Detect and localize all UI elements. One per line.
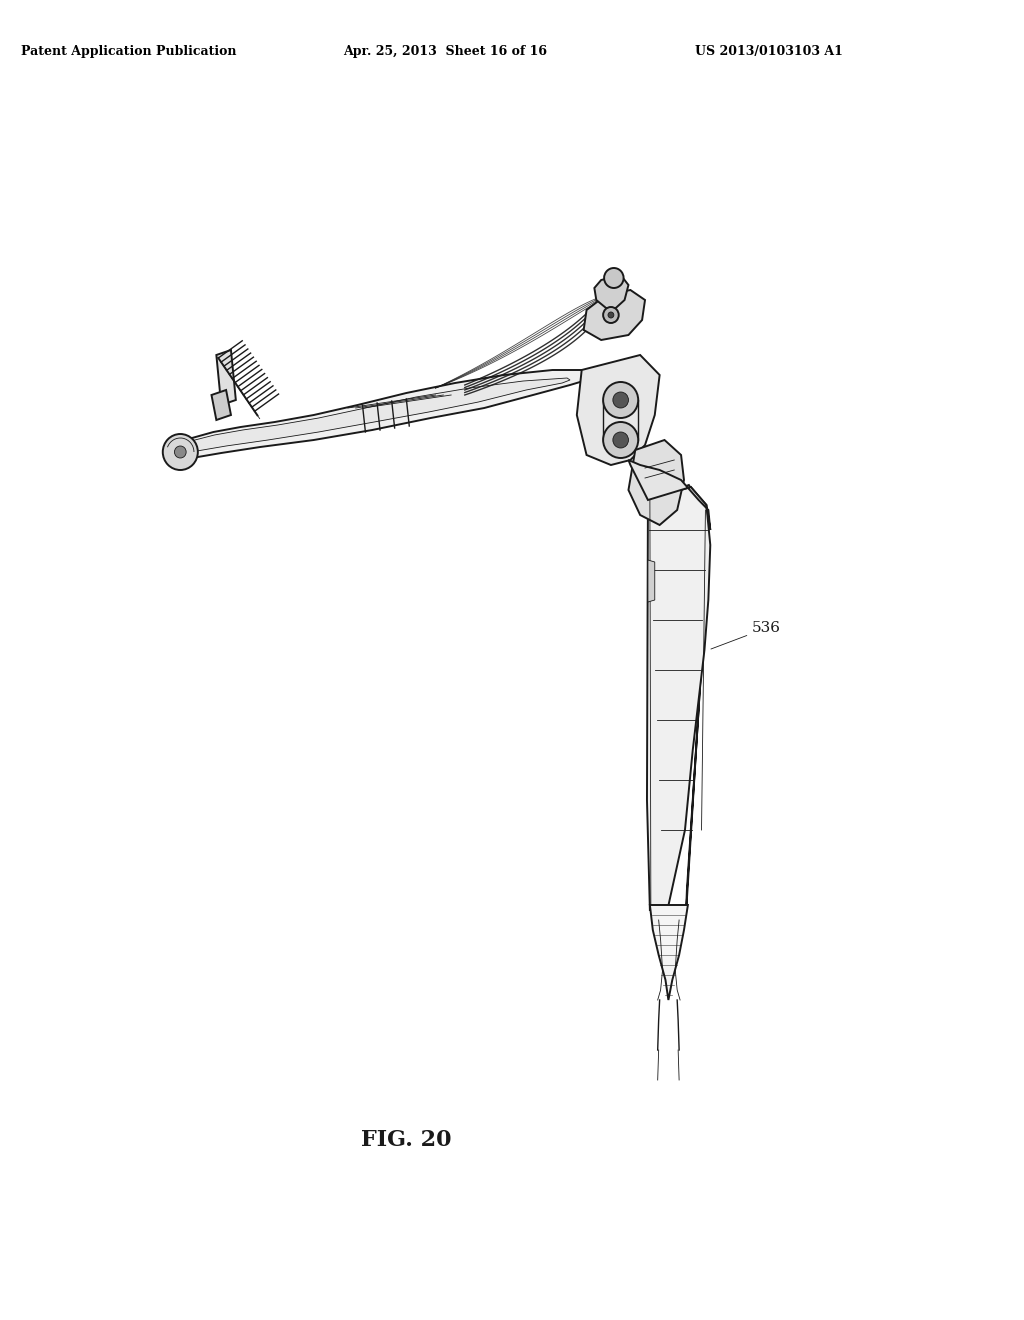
Polygon shape bbox=[650, 906, 688, 1001]
Text: US 2013/0103103 A1: US 2013/0103103 A1 bbox=[695, 45, 843, 58]
Circle shape bbox=[603, 308, 618, 323]
Polygon shape bbox=[183, 378, 570, 453]
Text: Patent Application Publication: Patent Application Publication bbox=[20, 45, 237, 58]
Polygon shape bbox=[647, 487, 711, 909]
Polygon shape bbox=[584, 290, 645, 341]
Polygon shape bbox=[629, 459, 711, 531]
Circle shape bbox=[603, 422, 638, 458]
Polygon shape bbox=[629, 440, 684, 525]
Circle shape bbox=[604, 268, 624, 288]
Circle shape bbox=[608, 312, 613, 318]
Polygon shape bbox=[577, 355, 659, 465]
Polygon shape bbox=[648, 560, 654, 602]
Polygon shape bbox=[216, 350, 236, 405]
Circle shape bbox=[613, 432, 629, 447]
Polygon shape bbox=[648, 484, 709, 915]
Text: 536: 536 bbox=[711, 620, 781, 649]
Polygon shape bbox=[212, 389, 231, 420]
Circle shape bbox=[613, 392, 629, 408]
Polygon shape bbox=[594, 275, 629, 308]
Circle shape bbox=[163, 434, 198, 470]
Text: Apr. 25, 2013  Sheet 16 of 16: Apr. 25, 2013 Sheet 16 of 16 bbox=[343, 45, 547, 58]
Circle shape bbox=[174, 446, 186, 458]
Text: FIG. 20: FIG. 20 bbox=[361, 1129, 452, 1151]
Circle shape bbox=[603, 381, 638, 418]
Polygon shape bbox=[180, 370, 593, 459]
